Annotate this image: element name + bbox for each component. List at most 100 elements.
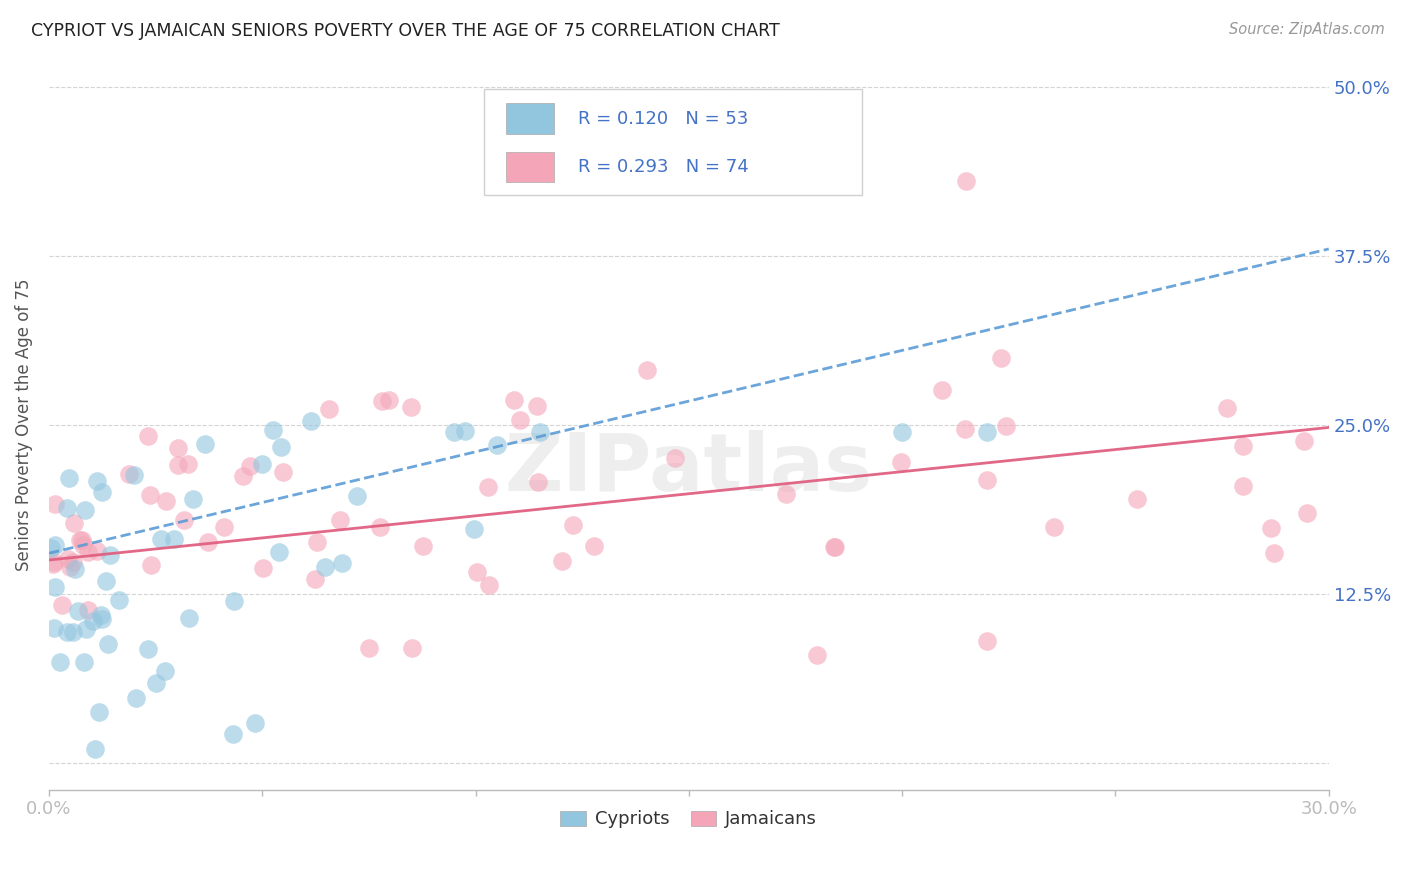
Point (329, 513, 352, 527)
Point (304, 572, 326, 586)
Point (346, 489, 368, 503)
Point (87, 705, 110, 719)
Point (1232, 478, 1254, 492)
Point (976, 634, 998, 648)
Point (636, 363, 658, 377)
Point (1126, 492, 1149, 507)
Point (526, 399, 548, 413)
Point (82, 614, 104, 628)
Point (955, 174, 977, 188)
Point (222, 594, 245, 608)
Point (509, 413, 531, 427)
Point (1232, 439, 1254, 453)
Point (370, 520, 392, 534)
Point (91, 484, 114, 499)
Point (454, 425, 477, 439)
Point (214, 519, 236, 533)
Text: R = 0.120   N = 53: R = 0.120 N = 53 (578, 110, 748, 128)
Point (239, 458, 262, 473)
Point (76, 545, 98, 559)
Point (58, 471, 80, 485)
Point (583, 539, 606, 553)
Point (63, 562, 86, 576)
Point (357, 640, 380, 655)
Point (551, 554, 574, 568)
Point (307, 535, 329, 549)
Point (73, 655, 96, 669)
Point (1043, 520, 1066, 534)
Point (1260, 521, 1282, 535)
Point (97, 637, 120, 651)
Point (150, 532, 173, 546)
Point (42, 558, 65, 572)
Point (299, 414, 322, 428)
Point (139, 488, 162, 502)
Point (232, 469, 254, 483)
Point (91, 612, 114, 626)
Point (976, 473, 998, 487)
Text: CYPRIOT VS JAMAICAN SENIORS POVERTY OVER THE AGE OF 75 CORRELATION CHART: CYPRIOT VS JAMAICAN SENIORS POVERTY OVER… (31, 22, 780, 40)
Point (931, 383, 953, 397)
FancyBboxPatch shape (484, 89, 862, 194)
Point (314, 560, 336, 574)
Point (66, 604, 89, 618)
Point (252, 457, 274, 471)
Point (269, 544, 291, 558)
Point (122, 468, 145, 483)
Point (72, 538, 94, 552)
Point (976, 425, 998, 439)
Point (1292, 434, 1315, 449)
Point (273, 465, 295, 479)
Point (477, 480, 499, 494)
Point (77, 603, 100, 617)
Point (163, 532, 186, 546)
Point (51, 598, 73, 612)
Point (62, 625, 84, 640)
Point (90, 608, 112, 623)
Point (775, 487, 797, 501)
Point (118, 467, 141, 482)
Bar (506, 152, 554, 182)
Text: Source: ZipAtlas.com: Source: ZipAtlas.com (1229, 22, 1385, 37)
Text: R = 0.293   N = 74: R = 0.293 N = 74 (578, 158, 748, 176)
Y-axis label: Seniors Poverty Over the Age of 75: Seniors Poverty Over the Age of 75 (15, 278, 32, 571)
Point (39, 541, 62, 555)
Point (262, 423, 284, 437)
Point (401, 400, 423, 414)
Point (44, 621, 66, 635)
Point (318, 402, 340, 417)
Point (59, 560, 82, 574)
Point (141, 558, 163, 573)
Point (62, 555, 84, 569)
Point (166, 458, 188, 472)
Point (990, 351, 1012, 366)
Point (44, 497, 66, 511)
Point (370, 393, 392, 408)
Point (994, 418, 1017, 433)
Legend: Cypriots, Jamaicans: Cypriots, Jamaicans (553, 803, 824, 836)
Point (56, 624, 79, 639)
Point (44, 580, 66, 594)
Point (181, 491, 204, 506)
Point (412, 539, 434, 553)
Point (222, 727, 245, 741)
Point (890, 454, 912, 468)
Point (526, 475, 548, 490)
Point (84, 742, 107, 756)
Point (94, 574, 117, 588)
Point (49, 655, 72, 669)
Point (1296, 506, 1319, 520)
Point (478, 577, 501, 591)
Point (136, 429, 159, 443)
Point (75, 623, 97, 637)
Point (58, 552, 80, 566)
Point (463, 522, 485, 536)
Point (953, 422, 976, 436)
Text: ZIPatlas: ZIPatlas (505, 430, 873, 508)
Point (197, 535, 219, 549)
Point (823, 541, 845, 555)
Point (1215, 401, 1237, 416)
Point (330, 556, 353, 570)
Point (378, 393, 401, 408)
Point (136, 642, 159, 657)
